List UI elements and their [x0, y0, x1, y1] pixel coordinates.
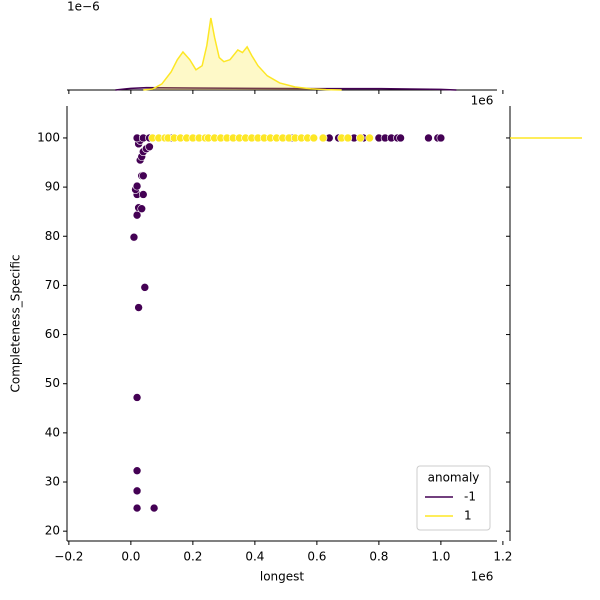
y-tick-label: 20 — [45, 524, 60, 538]
x-tick-label: 0.0 — [121, 550, 140, 564]
scatter-point — [132, 486, 142, 496]
x-tick-label: 0.6 — [307, 550, 326, 564]
y-tick-label: 100 — [37, 130, 60, 144]
x-offset-label: 1e6 — [471, 570, 494, 584]
scatter-point — [138, 190, 148, 199]
x-axis-label: longest — [260, 570, 305, 584]
y-axis-label: Completeness_Specific — [9, 254, 23, 392]
x-tick-label: 1.0 — [431, 550, 450, 564]
x-tick-label: −0.2 — [54, 550, 83, 564]
y-tick-label: 40 — [45, 425, 60, 439]
y-tick-label: 50 — [45, 376, 60, 390]
scatter-point — [309, 133, 319, 143]
scatter-point — [129, 232, 139, 242]
y-tick-label: 90 — [45, 180, 60, 194]
scatter-point — [145, 142, 154, 152]
y-offset-label: 1e−6 — [67, 0, 100, 14]
y-tick-label: 80 — [45, 229, 60, 243]
scatter-point — [436, 133, 446, 143]
scatter-point — [149, 503, 159, 513]
x-tick-label: 0.2 — [183, 550, 202, 564]
scatter-point — [396, 133, 405, 143]
x-tick-label: 0.4 — [245, 550, 264, 564]
y-tick-label: 70 — [45, 278, 60, 292]
scatter-point — [132, 466, 142, 476]
scatter-point — [318, 133, 328, 143]
x-tick-label: 1.2 — [493, 550, 512, 564]
scatter-point — [343, 133, 353, 143]
scatter-point — [132, 393, 142, 402]
scatter-point — [132, 503, 142, 513]
kde-area — [143, 17, 342, 91]
scatter-point — [138, 171, 148, 181]
scatter-point — [355, 133, 365, 143]
y-tick-label: 30 — [45, 475, 60, 489]
x-offset-label: 1e6 — [471, 94, 494, 108]
scatter-point — [424, 133, 433, 143]
scatter-point — [134, 303, 143, 312]
scatter-point — [137, 204, 147, 214]
y-tick-label: 60 — [45, 327, 60, 341]
x-tick-label: 0.8 — [369, 550, 388, 564]
scatter-point — [140, 283, 150, 292]
legend-box — [416, 465, 491, 531]
legend-label: -1 — [464, 490, 476, 504]
scatter-point — [365, 133, 374, 143]
scatter-point — [132, 181, 142, 191]
kde-line — [143, 17, 342, 91]
kde-line — [115, 86, 457, 91]
legend-title: anomaly — [428, 471, 480, 485]
legend-label: 1 — [464, 509, 472, 523]
